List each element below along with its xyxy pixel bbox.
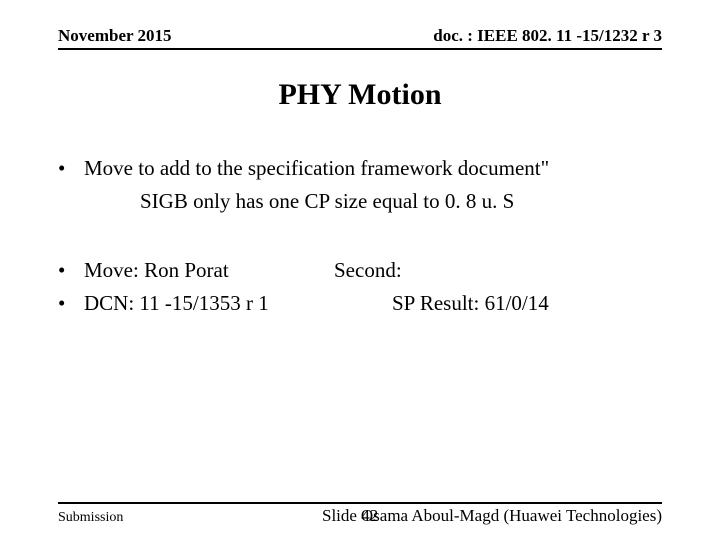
slide-title: PHY Motion (0, 78, 720, 112)
bullet-move-row: • Move: Ron Porat Second: (58, 258, 662, 283)
header-docref: doc. : IEEE 802. 11 -15/1232 r 3 (433, 26, 662, 46)
dcn-sp-row: DCN: 11 -15/1353 r 1 SP Result: 61/0/14 (84, 291, 662, 316)
footer-rule (58, 502, 662, 504)
slide-header: November 2015 doc. : IEEE 802. 11 -15/12… (58, 26, 662, 46)
dcn-text: DCN: 11 -15/1353 r 1 (84, 291, 334, 316)
second-text: Second: (334, 258, 662, 283)
bullet-dot-icon: • (58, 291, 84, 316)
bullet-dcn-row: • DCN: 11 -15/1353 r 1 SP Result: 61/0/1… (58, 291, 662, 316)
footer-submission: Submission (58, 510, 123, 526)
bullet-main-cont-text: SIGB only has one CP size equal to 0. 8 … (84, 189, 662, 214)
sp-result-text: SP Result: 61/0/14 (334, 291, 662, 316)
bullet-main: • Move to add to the specification frame… (58, 156, 662, 181)
spacer (58, 222, 662, 258)
bullet-dot-icon: • (58, 258, 84, 283)
bullet-main-text: Move to add to the specification framewo… (84, 156, 662, 181)
footer-author: Osama Aboul-Magd (Huawei Technologies) (361, 506, 662, 526)
bullet-dot-icon: • (58, 156, 84, 181)
move-second-row: Move: Ron Porat Second: (84, 258, 662, 283)
move-text: Move: Ron Porat (84, 258, 334, 283)
bullet-main-cont: SIGB only has one CP size equal to 0. 8 … (58, 189, 662, 214)
slide-body: • Move to add to the specification frame… (58, 156, 662, 324)
header-date: November 2015 (58, 26, 171, 46)
slide: November 2015 doc. : IEEE 802. 11 -15/12… (0, 0, 720, 540)
header-rule (58, 48, 662, 50)
